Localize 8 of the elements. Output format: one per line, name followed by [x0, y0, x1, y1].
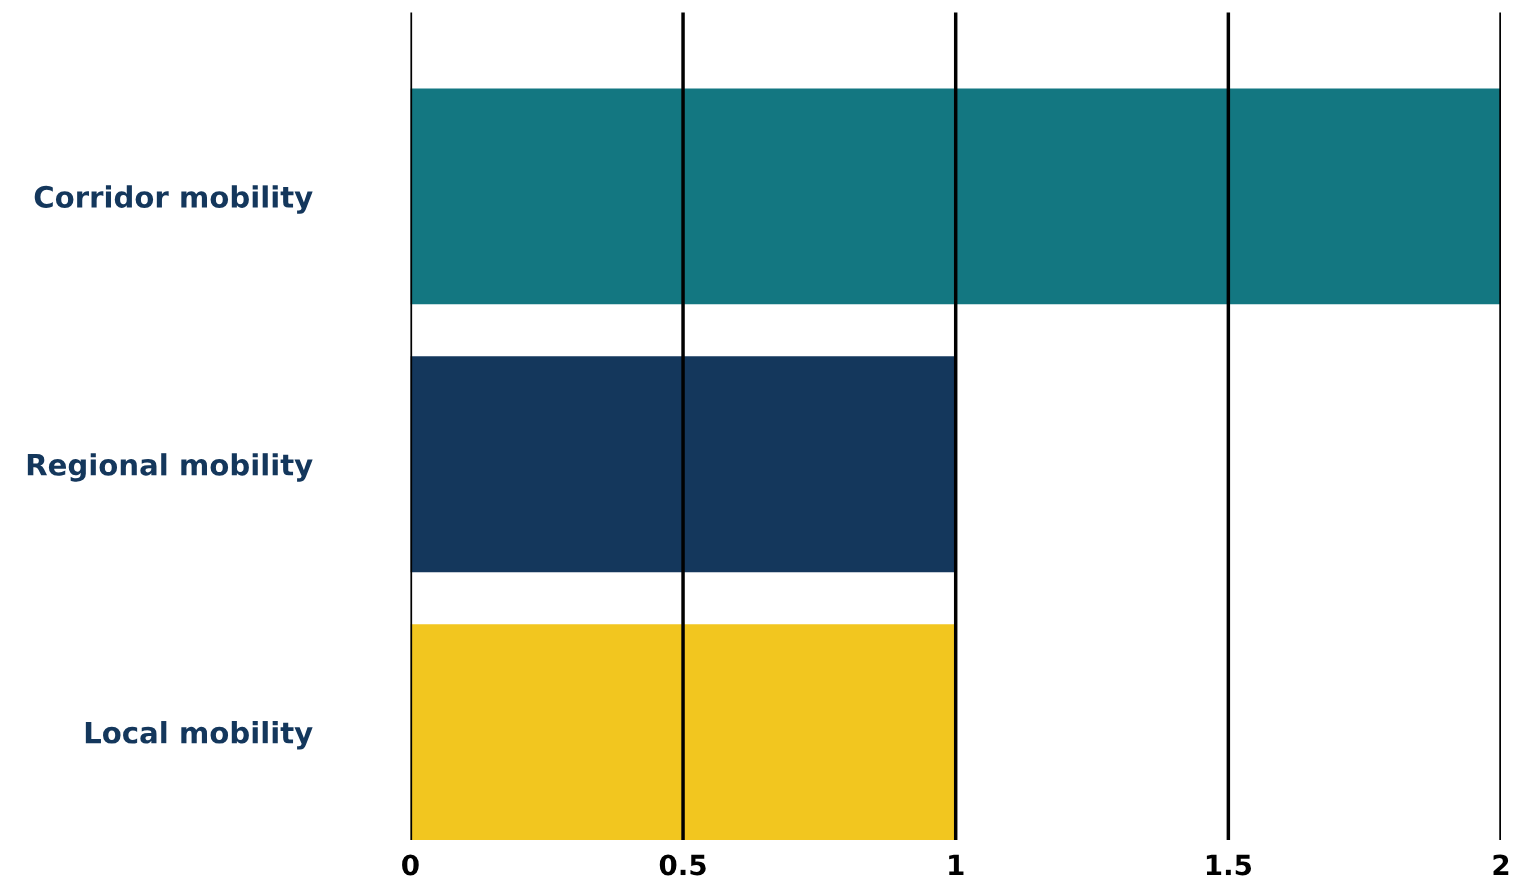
y-tick-label: Regional mobility	[27, 453, 313, 482]
y-tick-label: Local mobility	[85, 721, 313, 750]
x-tick-label: 0.5	[659, 854, 706, 876]
x-tick-label: 2	[1493, 854, 1509, 876]
y-tick-label: Corridor mobility	[34, 185, 313, 214]
x-tick-label: 0	[402, 854, 419, 876]
x-tick-label: 1	[949, 854, 964, 876]
x-tick-label: 1.5	[1206, 854, 1252, 876]
